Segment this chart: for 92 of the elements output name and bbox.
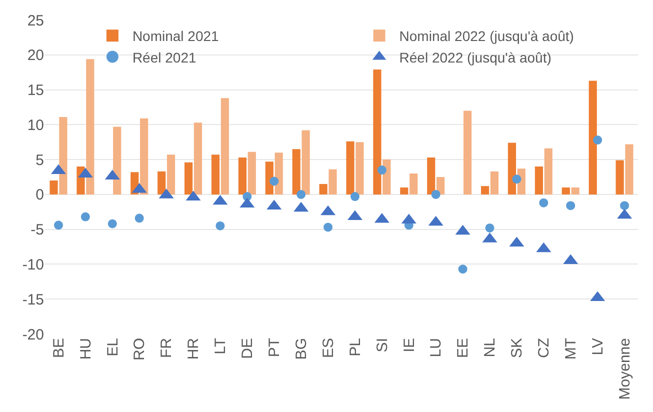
bar xyxy=(616,160,624,194)
x-tick-label: PT xyxy=(266,338,283,358)
bar xyxy=(166,154,176,194)
bar xyxy=(400,187,408,194)
x-tick-label: PL xyxy=(346,338,364,356)
bar xyxy=(508,142,516,194)
bar xyxy=(86,59,94,194)
bar xyxy=(562,187,570,194)
y-tick-label: 10 xyxy=(27,116,44,134)
bar xyxy=(346,141,354,194)
y-tick-label: 20 xyxy=(27,47,44,64)
x-tick-label: CZ xyxy=(536,338,553,358)
y-tick-label: 0 xyxy=(36,186,44,204)
x-tick-label: RO xyxy=(131,338,148,360)
x-tick-label: ES xyxy=(320,338,337,358)
bar xyxy=(292,149,300,194)
x-tick-label: HU xyxy=(77,338,94,360)
y-tick-label: 25 xyxy=(27,12,44,30)
legend-label: Réel 2022 (jusqu'à août) xyxy=(399,49,552,66)
bar xyxy=(194,122,202,194)
y-tick-label: -15 xyxy=(22,291,44,308)
bar xyxy=(265,162,274,194)
bar xyxy=(490,171,499,194)
bar xyxy=(220,98,229,194)
x-tick-label: LU xyxy=(428,338,445,358)
bar xyxy=(319,184,328,194)
x-tick-label: Moyenne xyxy=(616,338,634,400)
bar xyxy=(373,70,382,194)
point xyxy=(593,136,602,145)
y-tick-label: 15 xyxy=(27,82,44,100)
bar xyxy=(140,118,148,194)
x-tick-label: DE xyxy=(239,338,256,359)
bar xyxy=(302,130,310,194)
bar xyxy=(248,152,256,194)
bar xyxy=(59,116,68,194)
legend-label: Réel 2021 xyxy=(132,49,196,66)
x-tick-label: HR xyxy=(185,338,202,360)
x-tick-label: EE xyxy=(454,338,472,358)
point xyxy=(350,192,360,202)
point xyxy=(620,201,630,210)
x-tick-label: MT xyxy=(562,338,580,360)
x-tick-label: SI xyxy=(374,338,391,352)
x-tick-label: BE xyxy=(50,338,68,358)
legend-label: Nominal 2022 (jusqu'à août) xyxy=(399,28,574,44)
point xyxy=(216,221,225,230)
point xyxy=(134,214,144,223)
bar xyxy=(571,187,580,194)
point xyxy=(485,223,494,232)
point xyxy=(458,264,468,274)
bar xyxy=(463,110,472,194)
point xyxy=(431,190,440,199)
bar xyxy=(436,177,445,194)
bar xyxy=(274,152,283,194)
bar xyxy=(427,157,436,194)
bar xyxy=(480,186,490,194)
point xyxy=(80,212,90,222)
x-tick-label: FR xyxy=(158,338,176,358)
bar xyxy=(588,80,597,194)
bar xyxy=(625,144,634,194)
x-tick-label: LT xyxy=(212,338,230,354)
point xyxy=(512,174,522,184)
bar xyxy=(158,171,166,194)
y-tick-label: -10 xyxy=(22,256,44,274)
bar xyxy=(382,160,391,194)
legend-label: Nominal 2021 xyxy=(132,28,220,44)
bar xyxy=(211,154,220,194)
y-tick-label: -5 xyxy=(30,222,44,239)
bar xyxy=(534,166,543,194)
x-tick-label: LV xyxy=(589,338,606,356)
bar xyxy=(50,180,58,194)
point xyxy=(296,190,306,199)
point xyxy=(539,198,548,208)
point xyxy=(54,220,63,230)
point xyxy=(324,222,333,232)
bar xyxy=(184,162,193,194)
y-tick-label: -20 xyxy=(22,326,44,344)
point xyxy=(377,166,386,175)
bar xyxy=(238,157,246,194)
x-tick-label: IE xyxy=(400,338,418,352)
bar xyxy=(113,126,122,194)
x-tick-label: NL xyxy=(482,338,499,358)
bar xyxy=(356,142,364,194)
bar xyxy=(410,174,418,194)
x-tick-label: EL xyxy=(104,338,122,356)
bar xyxy=(544,148,552,194)
bar xyxy=(328,169,337,194)
x-tick-label: BG xyxy=(292,338,310,360)
point xyxy=(270,176,279,186)
x-tick-label: SK xyxy=(508,338,526,358)
point xyxy=(566,201,576,210)
point xyxy=(108,219,117,228)
y-tick-label: 5 xyxy=(36,152,44,169)
